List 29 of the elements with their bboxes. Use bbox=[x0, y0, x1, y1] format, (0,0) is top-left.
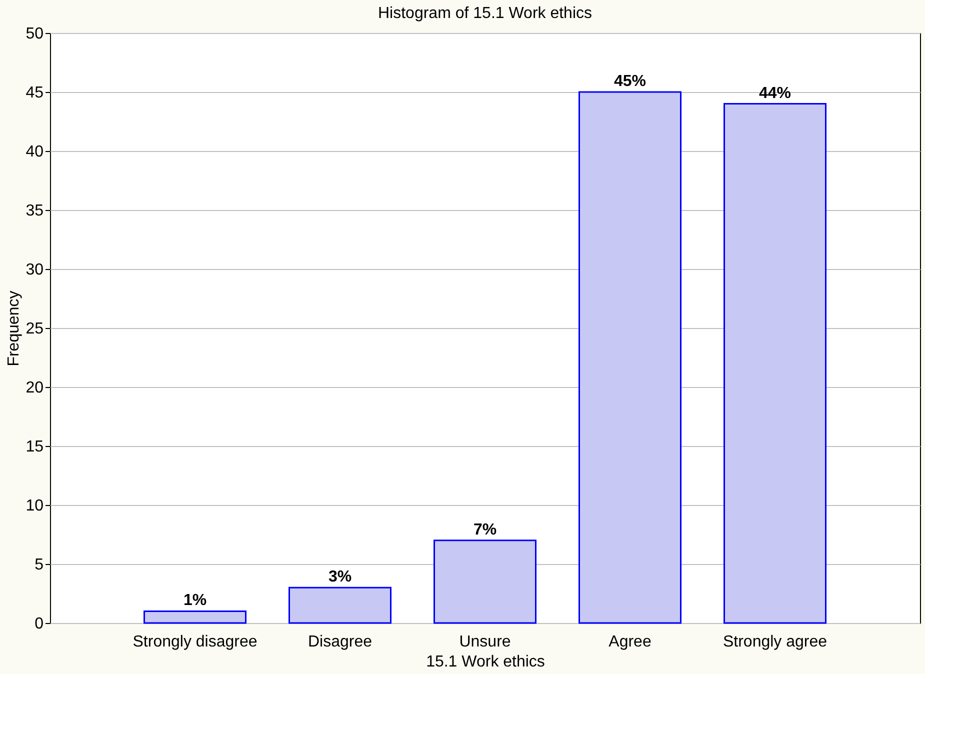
y-tick-label: 45 bbox=[26, 84, 44, 102]
data-label: 1% bbox=[183, 592, 207, 610]
bar bbox=[578, 91, 682, 624]
y-tick-label: 0 bbox=[34, 616, 44, 632]
data-label: 3% bbox=[328, 568, 352, 586]
y-tick-label: 40 bbox=[26, 144, 44, 160]
x-axis-title: 15.1 Work ethics bbox=[426, 654, 545, 670]
bar bbox=[288, 586, 392, 624]
y-tick-label: 20 bbox=[26, 380, 44, 396]
y-tick-label: 30 bbox=[26, 262, 44, 278]
y-tick-label: 10 bbox=[26, 498, 44, 514]
y-tick-label: 15 bbox=[26, 438, 44, 456]
bar bbox=[144, 610, 246, 624]
x-tick-label: Disagree bbox=[308, 634, 372, 650]
data-label: 45% bbox=[614, 73, 646, 90]
data-label: 44% bbox=[758, 84, 792, 102]
x-tick-label: Agree bbox=[608, 634, 652, 650]
data-label: 7% bbox=[473, 521, 497, 538]
x-tick-label: Strongly disagree bbox=[132, 634, 258, 650]
y-tick-label: 5 bbox=[34, 556, 44, 574]
y-tick-label: 25 bbox=[26, 320, 44, 338]
y-axis-title: Frequency bbox=[6, 290, 23, 366]
y-tick-label: 50 bbox=[26, 26, 44, 42]
x-tick-label: Strongly agree bbox=[722, 634, 828, 650]
x-tick-label: Unsure bbox=[459, 634, 511, 650]
bar bbox=[434, 540, 536, 624]
chart-title: Histogram of 15.1 Work ethics bbox=[378, 5, 592, 22]
y-tick-label: 35 bbox=[26, 202, 44, 220]
bar bbox=[724, 103, 826, 624]
